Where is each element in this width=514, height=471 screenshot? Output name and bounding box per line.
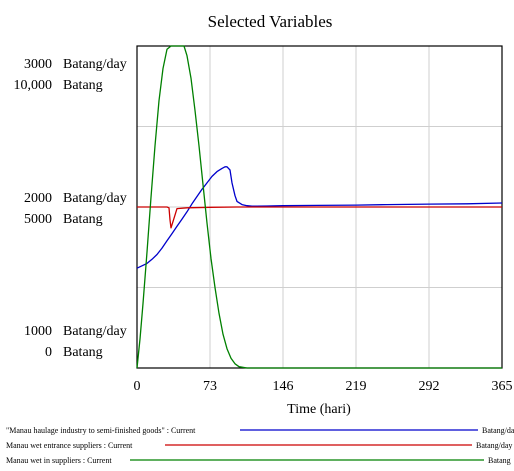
legend-unit-1: Batang/day [476, 441, 512, 450]
x-tick-label: 0 [134, 379, 141, 394]
chart-title: Selected Variables [208, 12, 333, 31]
y-label-bot-2-value: 0 [45, 345, 52, 360]
y-label-top-1-value: 3000 [24, 57, 52, 72]
x-tick-label: 219 [346, 379, 367, 394]
y-label-bot-1-value: 1000 [24, 324, 52, 339]
x-tick-label: 146 [273, 379, 294, 394]
y-label-mid-1-value: 2000 [24, 191, 52, 206]
y-label-bot-1-unit: Batang/day [63, 324, 127, 339]
series-line-1 [137, 206, 502, 229]
series-lines [136, 45, 503, 369]
y-label-bot-2-unit: Batang [63, 345, 103, 360]
x-tick-label: 365 [492, 379, 513, 394]
legend-label-2: Manau wet in suppliers : Current [6, 456, 112, 465]
y-label-mid-1-unit: Batang/day [63, 191, 127, 206]
y-label-top-2-unit: Batang [63, 78, 103, 93]
y-label-mid-2-unit: Batang [63, 212, 103, 227]
legend: "Manau haulage industry to semi-finished… [6, 426, 514, 465]
legend-unit-2: Batang [488, 456, 511, 465]
y-label-mid-2-value: 5000 [24, 212, 52, 227]
x-tick-label: 292 [419, 379, 440, 394]
legend-label-1: Manau wet entrance suppliers : Current [6, 441, 133, 450]
series-line-0 [136, 166, 503, 269]
x-tick-labels: 0 73 146 219 292 365 [134, 379, 513, 394]
legend-unit-0: Batang/day [482, 426, 514, 435]
series-line-2 [136, 45, 502, 369]
y-label-top-2-value: 10,000 [14, 78, 53, 93]
y-label-top-1-unit: Batang/day [63, 57, 127, 72]
x-axis-label: Time (hari) [287, 402, 351, 417]
y-axis-labels: 3000 Batang/day 10,000 Batang 2000 Batan… [14, 57, 127, 360]
legend-label-0: "Manau haulage industry to semi-finished… [6, 426, 196, 435]
x-tick-label: 73 [203, 379, 217, 394]
